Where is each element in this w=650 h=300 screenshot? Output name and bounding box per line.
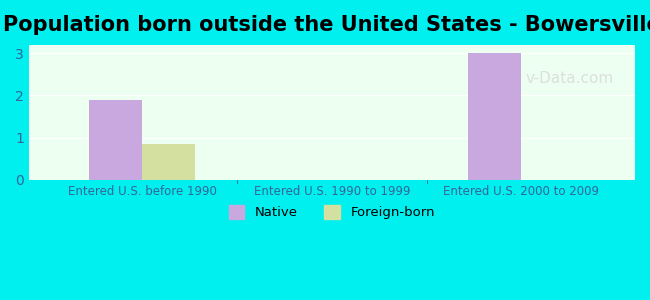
Bar bbox=[142, 144, 196, 180]
Bar bbox=[89, 100, 142, 180]
Bar bbox=[468, 53, 521, 180]
Title: Population born outside the United States - Bowersville: Population born outside the United State… bbox=[3, 15, 650, 35]
Text: v-Data.com: v-Data.com bbox=[526, 71, 614, 86]
Legend: Native, Foreign-born: Native, Foreign-born bbox=[223, 200, 441, 224]
